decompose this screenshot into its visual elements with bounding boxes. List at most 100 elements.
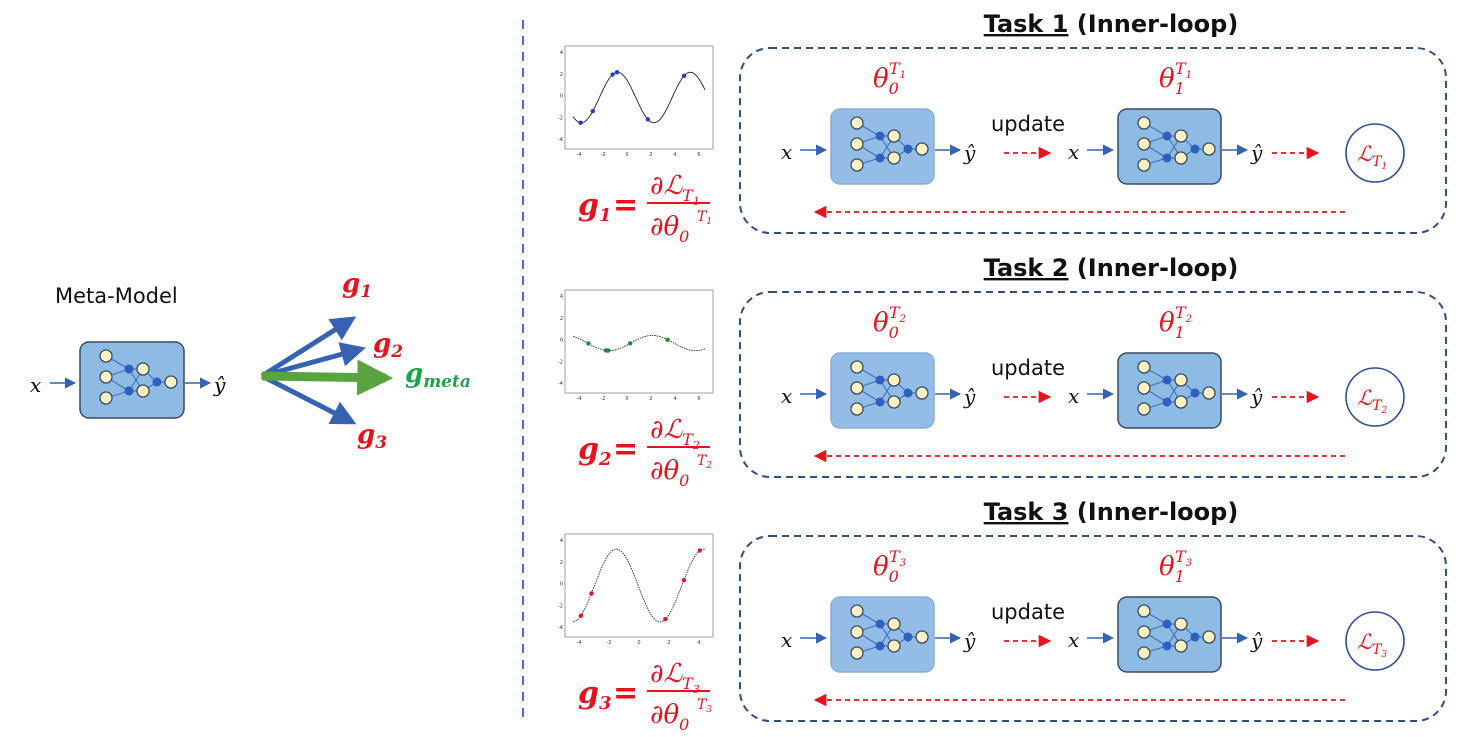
plot-tick-y: 2 <box>560 316 563 322</box>
output-yhat: ŷ <box>963 141 976 165</box>
meta-gradient-arrow <box>261 359 394 396</box>
task-curve-plot: 4 2 0 -2 -4 -4 -2 0 2 4 <box>558 533 714 646</box>
plot-tick-x: 2 <box>649 152 652 158</box>
gradient-denominator: ∂θ0 <box>650 700 689 734</box>
theta-1-label-sup: T1 <box>1175 59 1192 81</box>
network-after-update <box>1117 596 1222 673</box>
plot-tick-y: 0 <box>560 338 563 344</box>
task-row-2: Task 2 (Inner-loop) 4 2 0 -2 -4 -4 -2 0 2 4 6 g2 = ∂ℒT… <box>558 254 1447 490</box>
task-title: Task 3 (Inner-loop) <box>984 498 1239 526</box>
task-title-rest: (Inner-loop) <box>1068 254 1238 282</box>
loss-circle <box>1345 123 1405 183</box>
plot-tick-x: 4 <box>697 640 700 646</box>
plot-tick-x: 6 <box>697 396 700 402</box>
sample-point <box>645 117 650 122</box>
meta-output-yhat: ŷ <box>213 373 226 397</box>
sample-point <box>590 108 595 114</box>
plot-tick-y: 0 <box>560 582 563 588</box>
plot-tick-y: 2 <box>560 72 563 78</box>
task-title-main: Task 1 <box>984 10 1069 38</box>
task-title-rest: (Inner-loop) <box>1068 10 1238 38</box>
plot-tick-y: -2 <box>558 115 563 121</box>
plot-tick-x: -4 <box>577 396 582 402</box>
update-label: update <box>991 356 1065 380</box>
sample-point <box>681 577 687 583</box>
sample-point <box>578 613 584 618</box>
gradient-arrow-2 <box>261 342 366 379</box>
plot-tick-y: 4 <box>560 50 563 56</box>
sample-point <box>606 348 611 353</box>
plot-tick-y: -4 <box>558 625 563 631</box>
meta-model-label: Meta-Model <box>55 284 178 308</box>
theta-1-label-sup: T2 <box>1175 303 1192 325</box>
gradient-label-2: g2 <box>373 329 403 362</box>
sample-point <box>697 548 702 553</box>
curve-line <box>572 334 706 352</box>
plot-tick-x: 2 <box>649 396 652 402</box>
sample-point <box>578 120 583 125</box>
theta-0-label: θ0 <box>873 64 899 98</box>
theta-0-label: θ0 <box>873 552 899 586</box>
sample-point <box>614 70 620 75</box>
network-before-update <box>830 352 935 429</box>
equals-sign: = <box>613 432 638 467</box>
loss-label: ℒT1 <box>1357 142 1387 172</box>
sample-point <box>663 616 668 622</box>
theta-0-label-sup: T2 <box>889 303 906 325</box>
plot-tick-x: 6 <box>697 152 700 158</box>
sample-point <box>681 73 687 78</box>
update-label: update <box>991 112 1065 136</box>
loss-label: ℒT3 <box>1357 630 1387 660</box>
meta-gradient-label: gmeta <box>405 359 471 392</box>
gradient-numerator: ∂ℒT2 <box>650 415 700 452</box>
plot-tick-x: 4 <box>673 152 676 158</box>
gradient-arrow-3 <box>260 373 357 425</box>
plot-tick-y: -4 <box>558 381 563 387</box>
meta-input-x: x <box>30 373 41 397</box>
plot-tick-y: 0 <box>560 94 563 100</box>
gradient-label-3: g3 <box>357 420 387 453</box>
loss-circle <box>1345 367 1405 427</box>
plot-tick-x: -2 <box>607 640 612 646</box>
loss-circle <box>1345 611 1405 671</box>
plot-tick-y: 4 <box>560 538 563 544</box>
output-yhat-updated: ŷ <box>1250 385 1263 409</box>
gradient-label-1: g1 <box>342 269 372 302</box>
network-after-update <box>1117 108 1222 185</box>
update-label: update <box>991 600 1065 624</box>
output-yhat-updated: ŷ <box>1250 141 1263 165</box>
output-yhat: ŷ <box>963 629 976 653</box>
theta-1-label: θ1 <box>1159 64 1185 98</box>
theta-0-label-sup: T1 <box>889 59 906 81</box>
task-curve-plot: 4 2 0 -2 -4 -4 -2 0 2 4 6 <box>558 289 714 402</box>
output-yhat-updated: ŷ <box>1250 629 1263 653</box>
plot-tick-x: 2 <box>667 640 670 646</box>
gradient-arrow-1 <box>260 316 357 379</box>
task-title: Task 2 (Inner-loop) <box>984 254 1239 282</box>
meta-model-section: Meta-Model x ŷ g1 g2 <box>30 269 471 453</box>
plot-tick-x: -2 <box>601 152 606 158</box>
plot-tick-x: -4 <box>577 640 582 646</box>
input-x: x <box>781 384 792 408</box>
task-title-main: Task 3 <box>984 498 1069 526</box>
theta-1-label: θ1 <box>1159 552 1185 586</box>
gradient-denominator: ∂θ0 <box>650 212 689 246</box>
input-x-updated: x <box>1068 628 1079 652</box>
plot-tick-x: -2 <box>601 396 606 402</box>
sample-point <box>610 72 615 77</box>
plot-tick-y: 2 <box>560 560 563 566</box>
plot-tick-y: -2 <box>558 603 563 609</box>
equals-sign: = <box>613 188 638 223</box>
input-x-updated: x <box>1068 140 1079 164</box>
input-x: x <box>781 628 792 652</box>
network-before-update <box>830 596 935 673</box>
task-row-3: Task 3 (Inner-loop) 4 2 0 -2 -4 -4 -2 0 2 4 g3 = ∂ℒT3… <box>558 498 1447 734</box>
equals-sign: = <box>613 676 638 711</box>
task-row-1: Task 1 (Inner-loop) 4 2 0 -2 -4 -4 -2 0 2 4 6 g1 = ∂ℒT… <box>558 10 1447 246</box>
sample-point <box>665 337 670 342</box>
input-x: x <box>781 140 792 164</box>
task-curve-plot: 4 2 0 -2 -4 -4 -2 0 2 4 6 <box>558 45 714 158</box>
gradient-denominator-sup: T1 <box>697 209 712 227</box>
